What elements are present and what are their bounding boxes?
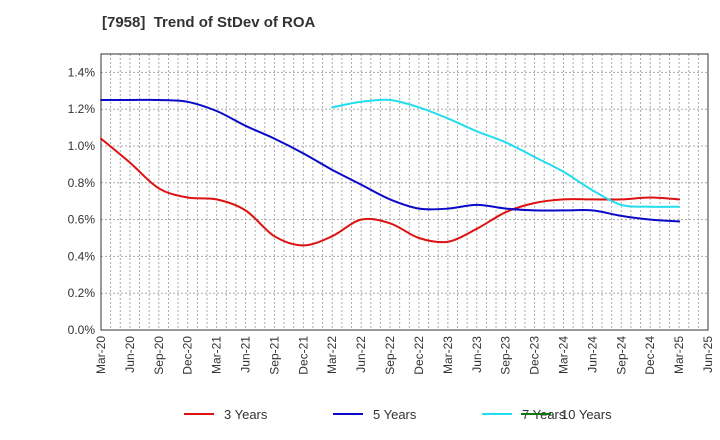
x-tick-label: Mar-20 <box>94 336 108 374</box>
x-tick-label: Dec-23 <box>528 336 542 375</box>
x-tick-label: Sep-21 <box>267 336 281 375</box>
y-tick-label: 0.0% <box>68 323 96 337</box>
x-tick-label: Mar-23 <box>441 336 455 374</box>
y-tick-label: 1.2% <box>68 102 96 116</box>
y-tick-label: 0.8% <box>68 176 96 190</box>
x-tick-label: Jun-22 <box>354 336 368 373</box>
y-tick-label: 0.2% <box>68 286 96 300</box>
x-tick-label: Jun-25 <box>701 336 715 373</box>
x-tick-label: Mar-24 <box>556 336 570 374</box>
series-line-7-years <box>331 98 681 208</box>
x-tick-label: Jun-24 <box>585 336 599 373</box>
y-tick-label: 1.4% <box>68 65 96 79</box>
chart-title: [7958] Trend of StDev of ROA <box>102 14 316 31</box>
x-tick-label: Mar-21 <box>210 336 224 374</box>
x-tick-label: Jun-23 <box>470 336 484 373</box>
x-tick-label: Sep-22 <box>383 336 397 375</box>
x-tick-label: Dec-22 <box>412 336 426 375</box>
x-tick-label: Mar-25 <box>672 336 686 374</box>
y-tick-label: 1.0% <box>68 139 96 153</box>
y-tick-label: 0.4% <box>68 249 96 263</box>
grid <box>101 54 708 330</box>
y-tick-label: 0.6% <box>68 213 96 227</box>
x-tick-label: Jun-20 <box>123 336 137 373</box>
series-line-3-years <box>100 137 681 247</box>
legend-label: 3 Years <box>224 407 268 422</box>
x-tick-label: Sep-23 <box>499 336 513 375</box>
x-tick-label: Sep-20 <box>152 336 166 375</box>
legend-label: 10 Years <box>561 407 612 422</box>
x-tick-label: Dec-24 <box>643 336 657 375</box>
legend-label: 5 Years <box>373 407 417 422</box>
series-line-5-years <box>100 98 681 223</box>
plot-frame <box>100 53 709 331</box>
series-lines <box>100 98 681 247</box>
x-tick-label: Jun-21 <box>239 336 253 373</box>
axes: 0.0% 0.2% 0.4% 0.6% 0.8% 1.0% 1.2% 1.4% Mar-20 Ju… <box>68 53 715 375</box>
x-tick-label: Sep-24 <box>614 336 628 375</box>
x-tick-label: Mar-22 <box>325 336 339 374</box>
x-tick-label: Dec-20 <box>181 336 195 375</box>
x-tick-label: Dec-21 <box>296 336 310 375</box>
